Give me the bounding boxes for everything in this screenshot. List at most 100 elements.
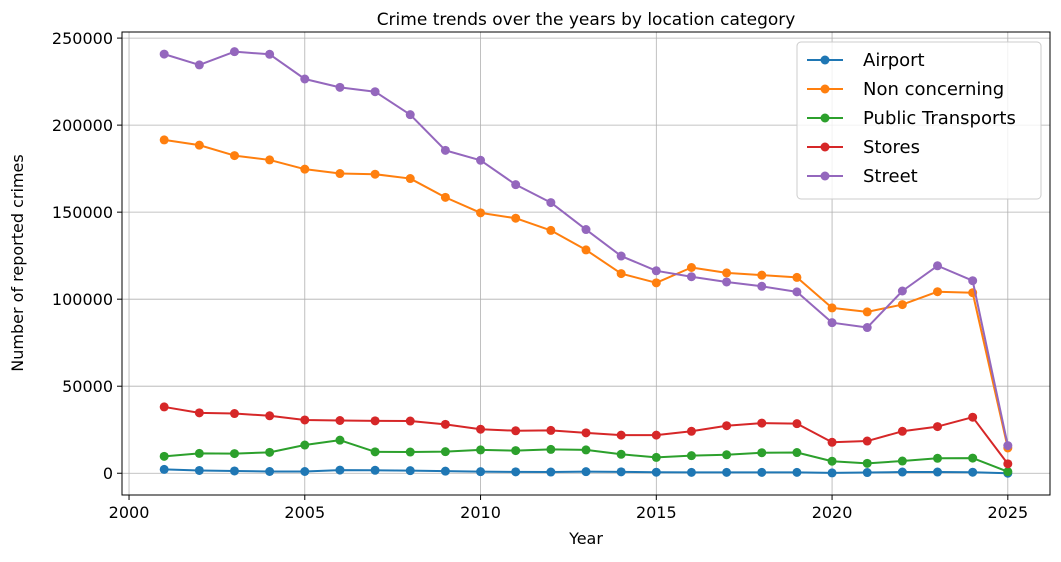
data-point-stores bbox=[827, 437, 837, 447]
data-point-airport bbox=[546, 467, 556, 477]
x-axis-label: Year bbox=[568, 529, 603, 548]
legend-label: Public Transports bbox=[863, 108, 1016, 129]
data-point-stores bbox=[335, 416, 345, 426]
series-stores bbox=[159, 402, 1013, 469]
data-point-stores bbox=[581, 428, 591, 438]
legend-item-non-concerning: Non concerning bbox=[807, 79, 1004, 100]
data-point-street bbox=[968, 276, 978, 286]
data-point-airport bbox=[686, 467, 696, 477]
data-point-public-transports bbox=[792, 448, 802, 458]
data-point-airport bbox=[897, 467, 907, 477]
legend-label: Street bbox=[863, 166, 918, 187]
data-point-airport bbox=[651, 467, 661, 477]
data-point-public-transports bbox=[933, 453, 943, 463]
data-point-non-concerning bbox=[511, 213, 521, 223]
y-tick-label: 0 bbox=[103, 464, 113, 483]
data-point-public-transports bbox=[511, 446, 521, 456]
data-point-public-transports bbox=[476, 445, 486, 455]
data-point-non-concerning bbox=[616, 269, 626, 279]
data-point-stores bbox=[265, 411, 275, 421]
data-point-street bbox=[757, 281, 767, 291]
legend-label: Airport bbox=[863, 50, 925, 71]
data-point-non-concerning bbox=[933, 287, 943, 297]
data-point-public-transports bbox=[651, 452, 661, 462]
data-point-street bbox=[194, 60, 204, 70]
data-point-stores bbox=[1003, 459, 1013, 469]
data-point-stores bbox=[686, 426, 696, 436]
data-point-airport bbox=[405, 466, 415, 476]
legend-label: Stores bbox=[863, 137, 920, 158]
data-point-non-concerning bbox=[405, 174, 415, 184]
data-point-non-concerning bbox=[265, 155, 275, 165]
y-tick-label: 200000 bbox=[52, 116, 113, 135]
y-tick-label: 50000 bbox=[62, 377, 113, 396]
data-point-stores bbox=[370, 416, 380, 426]
data-point-non-concerning bbox=[897, 300, 907, 310]
data-point-non-concerning bbox=[722, 268, 732, 278]
data-point-public-transports bbox=[827, 456, 837, 466]
data-point-airport bbox=[616, 467, 626, 477]
data-point-public-transports bbox=[440, 447, 450, 457]
data-point-non-concerning bbox=[827, 303, 837, 313]
series-public-transports bbox=[159, 435, 1013, 477]
data-point-street bbox=[335, 82, 345, 92]
data-point-public-transports bbox=[968, 453, 978, 463]
data-point-stores bbox=[440, 419, 450, 429]
series-line-public-transports bbox=[164, 439, 1009, 473]
data-point-stores bbox=[511, 426, 521, 436]
data-point-airport bbox=[335, 465, 345, 475]
data-point-airport bbox=[370, 465, 380, 475]
data-point-airport bbox=[722, 467, 732, 477]
data-point-non-concerning bbox=[862, 307, 872, 317]
data-point-street bbox=[651, 266, 661, 276]
data-point-stores bbox=[405, 416, 415, 426]
legend: Airport Non concerning Public Transports St… bbox=[796, 41, 1042, 200]
x-tick-label: 2020 bbox=[812, 503, 853, 522]
legend-box bbox=[796, 41, 1042, 200]
y-tick-label: 100000 bbox=[52, 290, 113, 309]
data-point-non-concerning bbox=[686, 263, 696, 273]
data-point-public-transports bbox=[686, 451, 696, 461]
data-point-stores bbox=[722, 421, 732, 431]
data-point-street bbox=[229, 47, 239, 57]
y-axis-label: Number of reported crimes bbox=[8, 154, 27, 371]
data-point-airport bbox=[827, 468, 837, 478]
data-point-public-transports bbox=[546, 444, 556, 454]
data-point-stores bbox=[194, 408, 204, 418]
data-point-street bbox=[792, 287, 802, 297]
data-point-street bbox=[300, 74, 310, 84]
data-point-non-concerning bbox=[440, 192, 450, 202]
data-point-stores bbox=[792, 419, 802, 429]
data-point-street bbox=[546, 198, 556, 208]
series-airport bbox=[159, 464, 1013, 478]
data-point-non-concerning bbox=[159, 135, 169, 145]
data-point-street bbox=[511, 180, 521, 190]
data-point-public-transports bbox=[265, 447, 275, 457]
data-point-airport bbox=[476, 467, 486, 477]
data-point-public-transports bbox=[897, 456, 907, 466]
data-point-airport bbox=[194, 465, 204, 475]
data-point-public-transports bbox=[229, 449, 239, 459]
data-point-public-transports bbox=[300, 440, 310, 450]
data-point-airport bbox=[862, 468, 872, 478]
data-point-non-concerning bbox=[300, 164, 310, 174]
data-point-street bbox=[827, 318, 837, 328]
data-point-airport bbox=[300, 467, 310, 477]
data-point-non-concerning bbox=[581, 245, 591, 255]
data-point-public-transports bbox=[194, 448, 204, 458]
data-point-airport bbox=[440, 466, 450, 476]
data-point-street bbox=[686, 272, 696, 282]
data-point-stores bbox=[933, 422, 943, 432]
series-street bbox=[159, 47, 1013, 451]
legend-label: Non concerning bbox=[863, 79, 1004, 100]
data-point-non-concerning bbox=[757, 270, 767, 280]
series-group bbox=[159, 47, 1013, 478]
legend-marker bbox=[820, 171, 830, 181]
data-point-non-concerning bbox=[194, 140, 204, 150]
data-point-street bbox=[581, 225, 591, 235]
data-point-stores bbox=[897, 426, 907, 436]
data-point-stores bbox=[616, 430, 626, 440]
plot-frame bbox=[121, 31, 1051, 496]
legend-item-street: Street bbox=[807, 166, 918, 187]
legend-marker bbox=[820, 84, 830, 94]
